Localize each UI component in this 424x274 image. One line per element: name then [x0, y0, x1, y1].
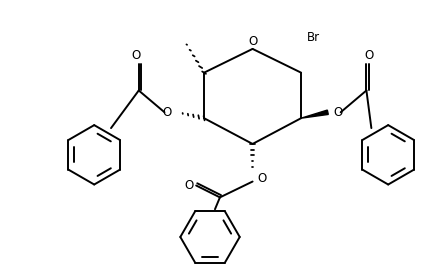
Text: O: O	[184, 179, 193, 192]
Text: O: O	[365, 49, 374, 62]
Polygon shape	[301, 110, 328, 118]
Text: O: O	[248, 35, 257, 48]
Text: O: O	[257, 172, 267, 185]
Text: O: O	[334, 106, 343, 119]
Text: O: O	[162, 106, 171, 119]
Text: O: O	[131, 49, 141, 62]
Text: Br: Br	[307, 30, 320, 44]
